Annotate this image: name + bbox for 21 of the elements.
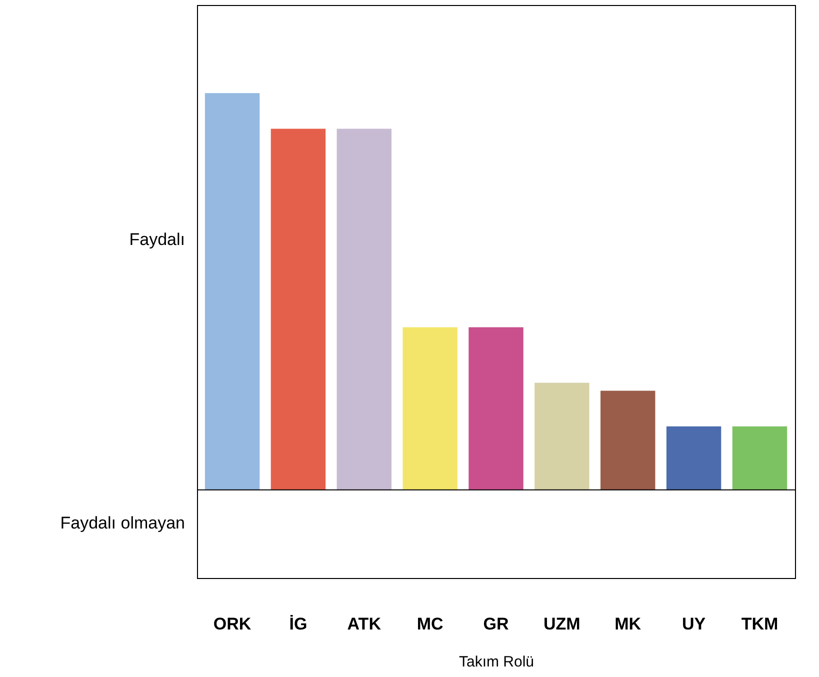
bar xyxy=(666,426,722,490)
text: Faydalı olmayan xyxy=(60,514,185,533)
x-tick-label: UY xyxy=(682,614,706,634)
bar xyxy=(270,128,326,490)
text: Faydalı xyxy=(129,230,185,249)
bar xyxy=(336,128,392,490)
x-tick-label: GR xyxy=(483,614,509,634)
x-axis-title: Takım Rolü xyxy=(458,654,534,670)
bar xyxy=(732,426,788,490)
x-tick-label: ATK xyxy=(347,614,382,634)
bar xyxy=(600,390,656,490)
x-tick-label: ORK xyxy=(213,614,252,634)
x-tick-label: MK xyxy=(614,614,642,634)
x-tick-label: UZM xyxy=(544,614,580,634)
x-tick-label: TKM xyxy=(741,614,778,634)
bar xyxy=(204,93,260,490)
bar xyxy=(468,327,524,490)
x-tick-label: MC xyxy=(416,614,444,634)
bar xyxy=(402,327,458,490)
bar xyxy=(534,382,590,490)
x-tick-label: İG xyxy=(289,614,308,634)
